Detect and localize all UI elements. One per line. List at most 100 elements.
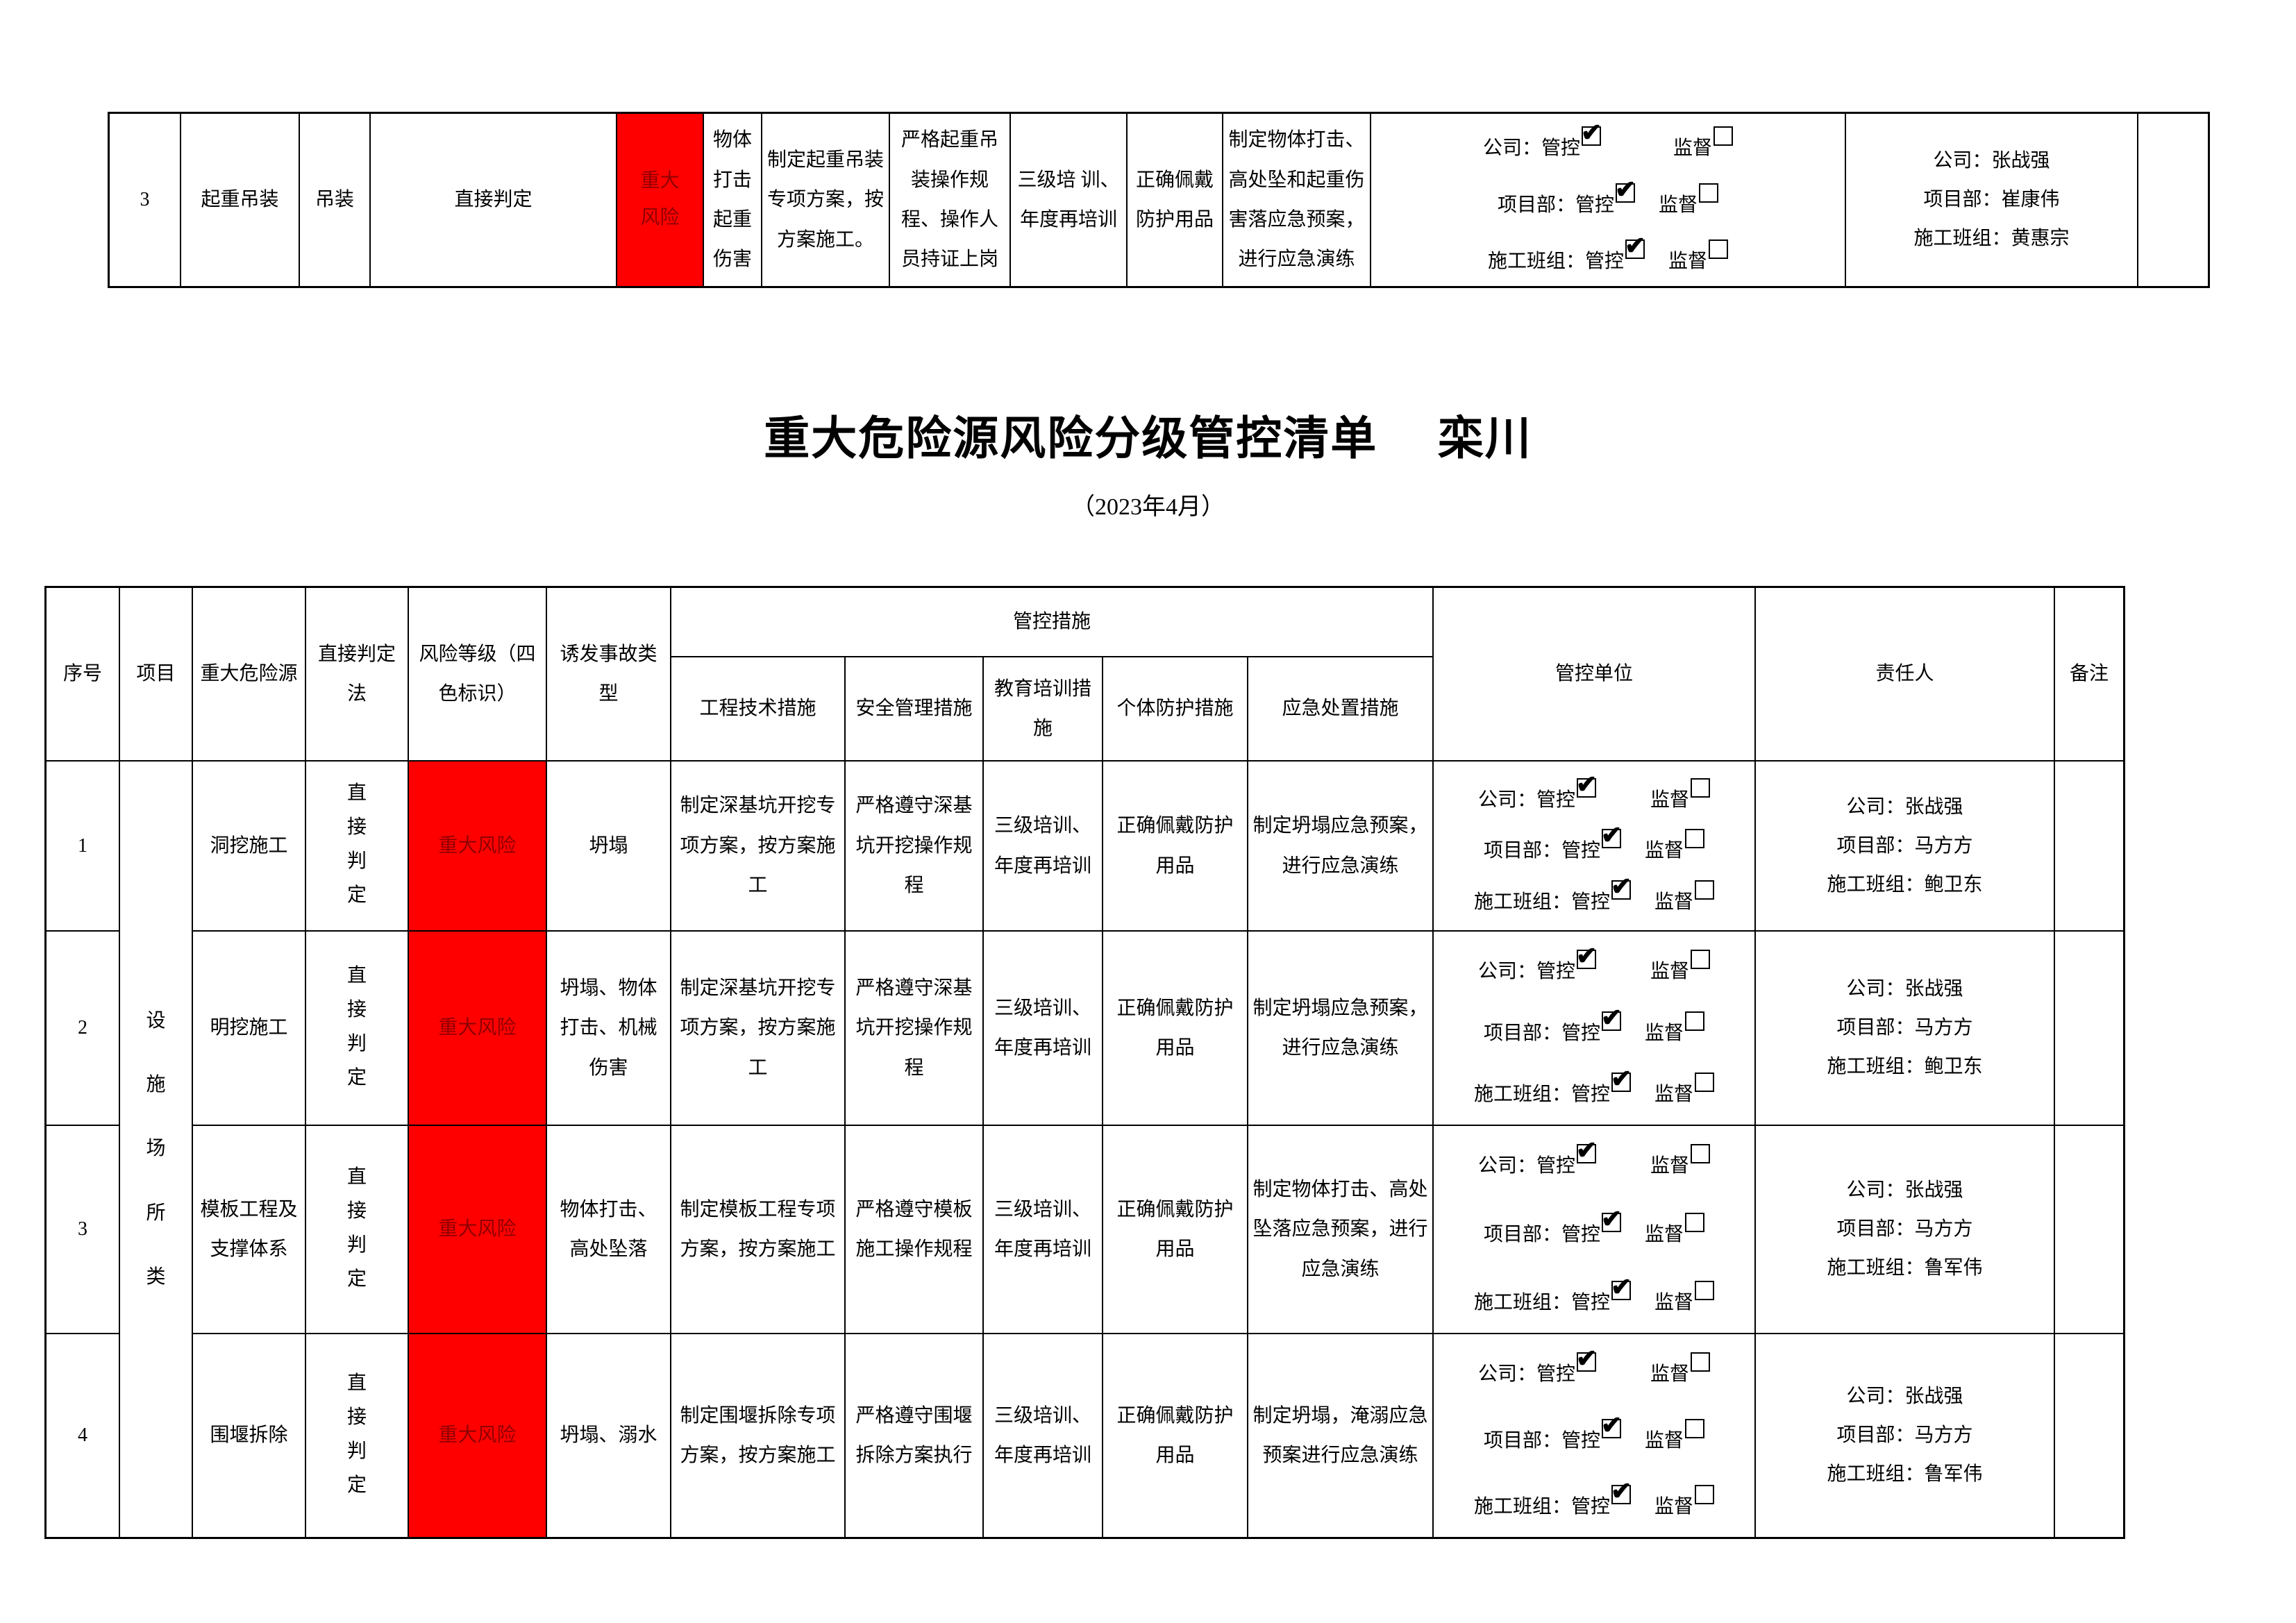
crew-supervise-checkbox-icon[interactable] xyxy=(1695,1485,1715,1504)
header-measures-group: 管控措施 xyxy=(670,587,1434,657)
cell-accident-type: 物体打击起重伤害 xyxy=(703,112,762,287)
crew-managed-checkbox-checked-icon[interactable] xyxy=(1611,1476,1632,1507)
crew-supervise-checkbox-icon[interactable] xyxy=(1695,880,1715,900)
unit-line-project: 项目部：管控 监督 xyxy=(1484,1002,1705,1045)
crew-managed-label: 施工班组：管控 xyxy=(1473,1292,1610,1313)
control-unit-lines: 公司：管控监督 项目部：管控监督 施工班组：管控监督 xyxy=(1438,1135,1750,1315)
cell-responsible: 公司：张战强 项目部：马方方 施工班组：鲍卫东 xyxy=(1754,930,2055,1126)
company-supervise-checkbox-icon[interactable] xyxy=(1691,777,1711,798)
crew-managed-checkbox-checked-icon[interactable] xyxy=(1611,1272,1632,1303)
cell-control-unit: 公司：管控监督 项目部：管控监督 施工班组：管控监督 xyxy=(1432,1333,1756,1538)
cell-emergency-measure: 制定坍塌应急预案，进行应急演练 xyxy=(1247,760,1434,932)
responsible-crew: 施工班组：鲍卫东 xyxy=(1827,1056,1983,1077)
page-subtitle: （2023年4月） xyxy=(1071,494,1225,520)
unit-line-project: 项目部：管控 监督 xyxy=(1497,174,1719,217)
cell-seq: 1 xyxy=(45,760,120,932)
company-managed-checkbox-checked-icon[interactable] xyxy=(1576,769,1597,800)
company-managed-checkbox-checked-icon[interactable] xyxy=(1576,1343,1597,1374)
cell-remark xyxy=(2054,1125,2125,1334)
company-managed-label: 公司：管控 xyxy=(1477,789,1575,811)
crew-managed-label: 施工班组：管控 xyxy=(1487,251,1624,272)
unit-line-project: 项目部：管控 监督 xyxy=(1484,1204,1705,1247)
header-risk: 风险等级（四色标识） xyxy=(408,587,547,762)
cell-control-unit: 公司：管控监督 项目部：管控监督 施工班组：管控监督 xyxy=(1370,112,1846,287)
cell-emergency-measure: 制定物体打击、高处坠落应急预案，进行应急演练 xyxy=(1247,1125,1434,1334)
crew-managed-checkbox-checked-icon[interactable] xyxy=(1611,871,1632,902)
crew-supervise-checkbox-icon[interactable] xyxy=(1709,239,1729,259)
unit-line-crew: 施工班组：管控 监督 xyxy=(1473,1272,1715,1315)
responsible-project: 项目部：马方方 xyxy=(1836,1218,1973,1240)
control-unit-lines: 公司：管控监督 项目部：管控监督 施工班组：管控监督 xyxy=(1438,941,1750,1107)
judge-label: 直接判定 xyxy=(346,964,367,1088)
company-supervise-checkbox-icon[interactable] xyxy=(1691,1144,1711,1163)
crew-supervise-label: 监督 xyxy=(1654,891,1694,913)
responsible-crew: 施工班组：鲁军伟 xyxy=(1827,1257,1983,1279)
crew-managed-checkbox-checked-icon[interactable] xyxy=(1611,1063,1632,1095)
project-managed-checkbox-checked-icon[interactable] xyxy=(1601,1002,1622,1034)
project-managed-label: 项目部：管控 xyxy=(1497,194,1614,216)
cell-judge: 直接判定 xyxy=(305,760,409,932)
responsible-company: 公司：张战强 xyxy=(1933,150,2050,171)
project-group-label: 设施场所类 xyxy=(146,1009,166,1288)
control-unit-lines: 公司：管控监督 项目部：管控监督 施工班组：管控监督 xyxy=(1438,1343,1750,1519)
project-managed-checkbox-checked-icon[interactable] xyxy=(1601,1410,1622,1441)
cell-protection-measure: 正确佩戴防护用品 xyxy=(1102,760,1248,932)
risk-label: 重大风险 xyxy=(640,169,680,228)
project-managed-checkbox-checked-icon[interactable] xyxy=(1601,820,1622,851)
cell-safety-measure: 严格遵守模板施工操作规程 xyxy=(844,1125,984,1334)
crew-managed-checkbox-checked-icon[interactable] xyxy=(1625,230,1645,262)
cell-protection-measure: 正确佩戴防护用品 xyxy=(1102,930,1248,1126)
project-supervise-checkbox-icon[interactable] xyxy=(1699,183,1719,203)
responsible-crew: 施工班组：鲁军伟 xyxy=(1827,1463,1983,1485)
project-managed-checkbox-checked-icon[interactable] xyxy=(1601,1204,1622,1235)
project-supervise-checkbox-icon[interactable] xyxy=(1685,1418,1705,1438)
cell-judge: 直接判定 xyxy=(305,1333,409,1538)
table-row: 2 明挖施工 直接判定 重大风险 坍塌、物体打击、机械伤害 制定深基坑开挖专项方… xyxy=(45,930,2125,1126)
project-supervise-label: 监督 xyxy=(1659,194,1698,216)
cell-protection-measure: 正确佩戴防护用品 xyxy=(1102,1125,1248,1334)
cell-engineering-measure: 制定起重吊装专项方案，按方案施工。 xyxy=(761,112,890,287)
crew-supervise-checkbox-icon[interactable] xyxy=(1695,1073,1715,1092)
cell-category: 吊装 xyxy=(299,112,371,287)
unit-line-project: 项目部：管控 监督 xyxy=(1483,1410,1705,1453)
responsible-project: 项目部：崔康伟 xyxy=(1923,189,2060,210)
cell-protection-measure: 正确佩戴防护用品 xyxy=(1102,1333,1248,1538)
responsible-company: 公司：张战强 xyxy=(1846,978,1963,1000)
cell-risk-level: 重大风险 xyxy=(408,760,547,932)
company-managed-checkbox-checked-icon[interactable] xyxy=(1581,117,1602,149)
cell-accident-type: 坍塌 xyxy=(546,760,671,932)
cell-emergency-measure: 制定物体打击、高处坠和起重伤害落应急预案，进行应急演练 xyxy=(1222,112,1371,287)
company-managed-checkbox-checked-icon[interactable] xyxy=(1576,1135,1597,1166)
cell-education-measure: 三级培训、年度再培训 xyxy=(982,1333,1103,1538)
header-hazard: 重大危险源 xyxy=(192,587,306,762)
project-supervise-checkbox-icon[interactable] xyxy=(1685,1212,1705,1232)
crew-managed-label: 施工班组：管控 xyxy=(1473,1084,1610,1105)
company-supervise-checkbox-icon[interactable] xyxy=(1713,126,1734,146)
responsible-company: 公司：张战强 xyxy=(1846,796,1963,818)
cell-hazard: 洞挖施工 xyxy=(192,760,306,932)
cell-project-group: 设施场所类 xyxy=(119,760,193,1538)
risk-label: 重大风险 xyxy=(438,1424,517,1447)
cell-engineering-measure: 制定深基坑开挖专项方案，按方案施工 xyxy=(670,760,846,932)
project-managed-checkbox-checked-icon[interactable] xyxy=(1615,174,1636,205)
company-supervise-checkbox-icon[interactable] xyxy=(1691,1352,1711,1372)
company-managed-checkbox-checked-icon[interactable] xyxy=(1576,941,1597,972)
risk-label: 重大风险 xyxy=(438,834,517,857)
crew-supervise-label: 监督 xyxy=(1654,1292,1694,1313)
project-managed-label: 项目部：管控 xyxy=(1483,1429,1600,1452)
table-row: 3 起重吊装 吊装 直接判定 重大风险 物体打击起重伤害 制定起重吊装专项方案，… xyxy=(108,112,2209,287)
project-supervise-checkbox-icon[interactable] xyxy=(1685,829,1705,848)
header-safety: 安全管理措施 xyxy=(844,656,984,762)
responsible-project: 项目部：马方方 xyxy=(1836,834,1973,857)
header-project: 项目 xyxy=(119,587,193,762)
responsible-crew: 施工班组：黄惠宗 xyxy=(1913,228,2070,249)
cell-risk-level: 重大风险 xyxy=(616,112,704,287)
cell-control-unit: 公司：管控监督 项目部：管控监督 施工班组：管控监督 xyxy=(1432,930,1756,1126)
table-row: 3 模板工程及支撑体系 直接判定 重大风险 物体打击、高处坠落 制定模板工程专项… xyxy=(45,1125,2125,1334)
crew-supervise-checkbox-icon[interactable] xyxy=(1695,1281,1715,1300)
company-supervise-checkbox-icon[interactable] xyxy=(1691,950,1711,969)
project-supervise-checkbox-icon[interactable] xyxy=(1685,1011,1705,1031)
project-supervise-label: 监督 xyxy=(1645,840,1684,861)
cell-hazard: 围堰拆除 xyxy=(192,1333,306,1538)
cell-risk-level: 重大风险 xyxy=(408,1125,547,1334)
